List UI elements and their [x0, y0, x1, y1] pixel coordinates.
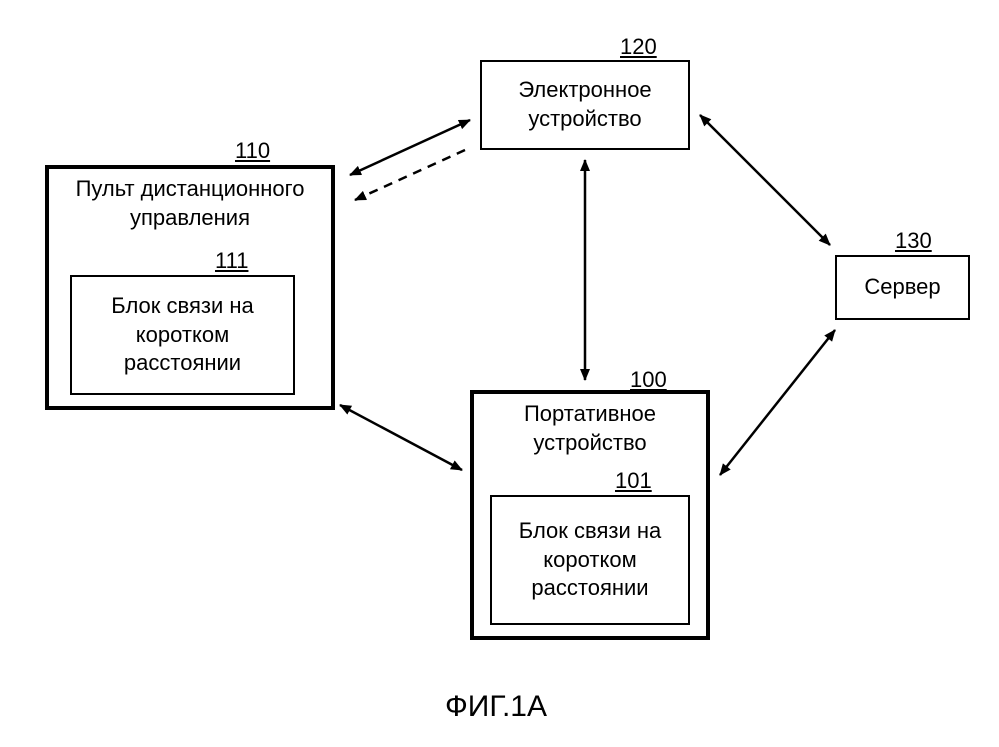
node-electronic-device: Электронное устройство: [480, 60, 690, 150]
edge-portable-server: [720, 330, 835, 475]
ref-100: 100: [630, 367, 667, 393]
portable-inner-line2: коротком: [543, 546, 636, 575]
ref-111: 111: [215, 248, 248, 274]
diagram-canvas: Пульт дистанционного управления 110 Блок…: [0, 0, 999, 747]
node-remote-inner-comm: Блок связи на коротком расстоянии: [70, 275, 295, 395]
portable-title-line1: Портативное: [524, 400, 656, 429]
node-portable-inner-comm: Блок связи на коротком расстоянии: [490, 495, 690, 625]
figure-caption: ФИГ.1A: [445, 690, 547, 724]
portable-title-line2: устройство: [533, 429, 646, 458]
remote-inner-line2: коротком: [136, 321, 229, 350]
edge-remote-electronic: [350, 120, 470, 175]
ref-101: 101: [615, 468, 652, 494]
electronic-line2: устройство: [528, 105, 641, 134]
node-server: Сервер: [835, 255, 970, 320]
edge-remote-portable: [340, 405, 462, 470]
edge-electronic-remote-dashed: [355, 150, 465, 200]
remote-inner-line1: Блок связи на: [111, 292, 253, 321]
ref-120: 120: [620, 34, 657, 60]
portable-inner-line1: Блок связи на: [519, 517, 661, 546]
portable-inner-line3: расстоянии: [531, 574, 648, 603]
ref-110: 110: [235, 138, 270, 164]
node-remote-title-line1: Пульт дистанционного: [76, 175, 305, 204]
ref-130: 130: [895, 228, 932, 254]
edge-electronic-server: [700, 115, 830, 245]
remote-inner-line3: расстоянии: [124, 349, 241, 378]
node-remote-title-line2: управления: [130, 204, 250, 233]
server-line1: Сервер: [864, 273, 940, 302]
electronic-line1: Электронное: [518, 76, 651, 105]
